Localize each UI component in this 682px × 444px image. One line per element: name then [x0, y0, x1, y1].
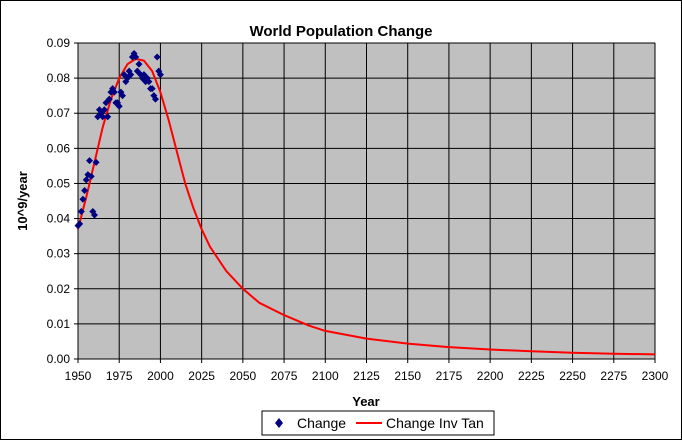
- data-point-change: [92, 158, 100, 166]
- x-tick-label: 1950: [65, 369, 92, 383]
- data-point-change: [153, 53, 161, 61]
- data-point-change: [76, 220, 84, 228]
- legend-label-inv-tan: Change Inv Tan: [386, 415, 484, 431]
- x-tick-label: 2175: [436, 369, 463, 383]
- data-point-change: [100, 106, 108, 114]
- data-point-change: [99, 113, 107, 121]
- data-point-change: [148, 85, 156, 93]
- data-point-change: [82, 176, 90, 184]
- y-tick-label: 0.06: [47, 141, 71, 155]
- x-tick-label: 2125: [353, 369, 380, 383]
- series-change-inv-tan: [77, 57, 656, 356]
- data-point-change: [104, 113, 112, 121]
- x-tick-label: 2250: [559, 369, 586, 383]
- line-change-inv-tan: [77, 57, 656, 356]
- x-tick-label: 2075: [271, 369, 298, 383]
- data-point-change: [86, 157, 94, 165]
- chart-title: World Population Change: [249, 23, 432, 40]
- y-tick-label: 0.02: [47, 282, 71, 296]
- data-point-change: [122, 78, 130, 86]
- x-axis-label: Year: [352, 394, 379, 409]
- x-axis-ticks: 1950 1975 2000 2025 2050 2075 2100 2125 2150 2175…: [65, 358, 669, 383]
- y-tick-label: 0.07: [47, 106, 71, 120]
- data-point-change: [81, 186, 89, 194]
- y-tick-label: 0.03: [47, 247, 71, 261]
- data-point-change: [151, 95, 159, 103]
- data-point-change: [105, 95, 113, 103]
- data-point-change: [119, 92, 127, 100]
- data-point-change: [79, 195, 87, 203]
- y-axis-ticks: 0.00 0.01 0.02 0.03 0.04 0.05 0.06 0.07 0.08 0.09: [47, 36, 79, 366]
- data-point-change: [90, 211, 98, 219]
- x-tick-label: 2000: [147, 369, 174, 383]
- x-tick-label: 2200: [477, 369, 504, 383]
- x-tick-label: 2150: [394, 369, 421, 383]
- y-tick-label: 0.09: [47, 36, 71, 50]
- series-change: [74, 50, 164, 230]
- legend-marker-change: [275, 418, 283, 428]
- y-tick-label: 0.05: [47, 176, 71, 190]
- data-point-change: [132, 53, 140, 61]
- y-axis-label: 10^9/year: [15, 171, 30, 231]
- y-tick-label: 0.08: [47, 71, 71, 85]
- data-point-change: [156, 71, 164, 79]
- data-point-change: [135, 60, 143, 68]
- data-point-change: [115, 102, 123, 110]
- legend-label-change: Change: [297, 415, 346, 431]
- x-tick-label: 1975: [106, 369, 133, 383]
- x-tick-label: 2025: [188, 369, 215, 383]
- data-point-change: [110, 88, 118, 96]
- x-tick-label: 2100: [312, 369, 339, 383]
- y-tick-label: 0.01: [47, 317, 71, 331]
- data-point-change: [145, 78, 153, 86]
- data-point-change: [127, 71, 135, 79]
- data-point-change: [77, 208, 85, 216]
- data-point-change: [87, 172, 95, 180]
- x-tick-label: 2225: [518, 369, 545, 383]
- y-tick-label: 0.00: [47, 352, 71, 366]
- legend: Change Change Inv Tan: [261, 410, 495, 436]
- x-tick-label: 2300: [642, 369, 669, 383]
- x-tick-label: 2275: [600, 369, 627, 383]
- y-tick-label: 0.04: [47, 212, 71, 226]
- x-tick-label: 2050: [230, 369, 257, 383]
